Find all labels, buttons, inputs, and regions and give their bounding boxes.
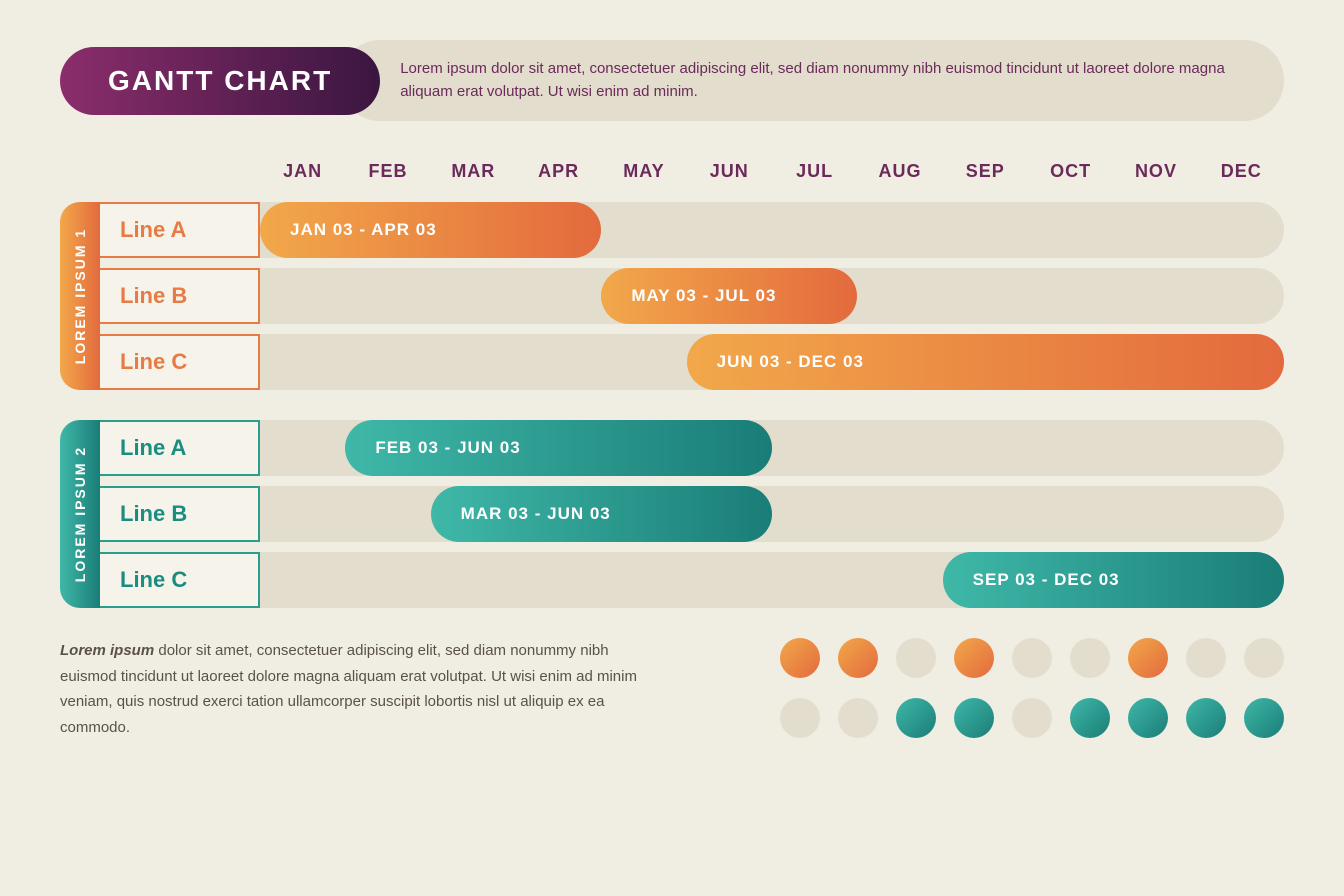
month-label: JAN [260,161,345,182]
legend-dot [954,638,994,678]
legend-dot [1012,698,1052,738]
month-label: APR [516,161,601,182]
row-label: Line B [100,486,260,542]
gantt-row: Line B MAR 03 - JUN 03 [100,486,1284,542]
row-label: Line B [100,268,260,324]
month-label: OCT [1028,161,1113,182]
legend-dot [954,698,994,738]
chart-title: GANTT CHART [60,47,380,115]
legend-dot [1070,638,1110,678]
row-track: MAY 03 - JUL 03 [260,268,1284,324]
row-label: Line A [100,420,260,476]
dots-row [700,638,1284,678]
gantt-row: Line A FEB 03 - JUN 03 [100,420,1284,476]
group-tab-label: LOREM IPSUM 1 [72,228,88,364]
legend-dot [838,638,878,678]
group-rows: Line A FEB 03 - JUN 03 Line B MAR 03 - JUN … [100,420,1284,608]
legend-dot [838,698,878,738]
header: GANTT CHART Lorem ipsum dolor sit amet, … [60,40,1284,121]
month-label: DEC [1199,161,1284,182]
legend-dot [1244,638,1284,678]
month-label: MAY [601,161,686,182]
row-track: JUN 03 - DEC 03 [260,334,1284,390]
months-axis: JANFEBMARAPRMAYJUNJULAUGSEPOCTNOVDEC [260,161,1284,182]
month-label: SEP [943,161,1028,182]
legend-dot [780,638,820,678]
group-tab: LOREM IPSUM 2 [60,420,100,608]
legend-dot [1244,698,1284,738]
legend-dot [1012,638,1052,678]
chart-subtitle: Lorem ipsum dolor sit amet, consectetuer… [340,40,1284,121]
row-label: Line C [100,552,260,608]
legend-dot [1186,698,1226,738]
gantt-bar: MAY 03 - JUL 03 [601,268,857,324]
legend-dot [896,638,936,678]
row-label: Line A [100,202,260,258]
group-tab: LOREM IPSUM 1 [60,202,100,390]
row-track: MAR 03 - JUN 03 [260,486,1284,542]
footer-bold: Lorem ipsum [60,642,154,659]
legend-dot [780,698,820,738]
month-label: FEB [345,161,430,182]
gantt-bar: JUN 03 - DEC 03 [687,334,1284,390]
footer-text: Lorem ipsum dolor sit amet, consectetuer… [60,638,640,758]
gantt-row: Line C SEP 03 - DEC 03 [100,552,1284,608]
month-label: JUL [772,161,857,182]
footer: Lorem ipsum dolor sit amet, consectetuer… [60,638,1284,758]
row-track: SEP 03 - DEC 03 [260,552,1284,608]
dots-row [700,698,1284,738]
gantt-bar: JAN 03 - APR 03 [260,202,601,258]
legend-dot [1128,698,1168,738]
gantt-row: Line AJAN 03 - APR 03 [100,202,1284,258]
gantt-group: LOREM IPSUM 1Line AJAN 03 - APR 03Line B… [60,202,1284,390]
legend-dot [1128,638,1168,678]
gantt-group: LOREM IPSUM 2 Line A FEB 03 - JUN 03 Line B… [60,420,1284,608]
month-label: JUN [687,161,772,182]
month-label: MAR [431,161,516,182]
gantt-row: Line B MAY 03 - JUL 03 [100,268,1284,324]
group-rows: Line AJAN 03 - APR 03Line BMAY 03 - JUL … [100,202,1284,390]
legend-dot [1186,638,1226,678]
gantt-bar: MAR 03 - JUN 03 [431,486,772,542]
legend-dots [700,638,1284,758]
gantt-row: Line C JUN 03 - DEC 03 [100,334,1284,390]
row-track: JAN 03 - APR 03 [260,202,1284,258]
gantt-bar: SEP 03 - DEC 03 [943,552,1284,608]
row-label: Line C [100,334,260,390]
legend-dot [1070,698,1110,738]
group-tab-label: LOREM IPSUM 2 [72,446,88,582]
month-label: NOV [1113,161,1198,182]
legend-dot [896,698,936,738]
month-label: AUG [857,161,942,182]
gantt-bar: FEB 03 - JUN 03 [345,420,772,476]
row-track: FEB 03 - JUN 03 [260,420,1284,476]
